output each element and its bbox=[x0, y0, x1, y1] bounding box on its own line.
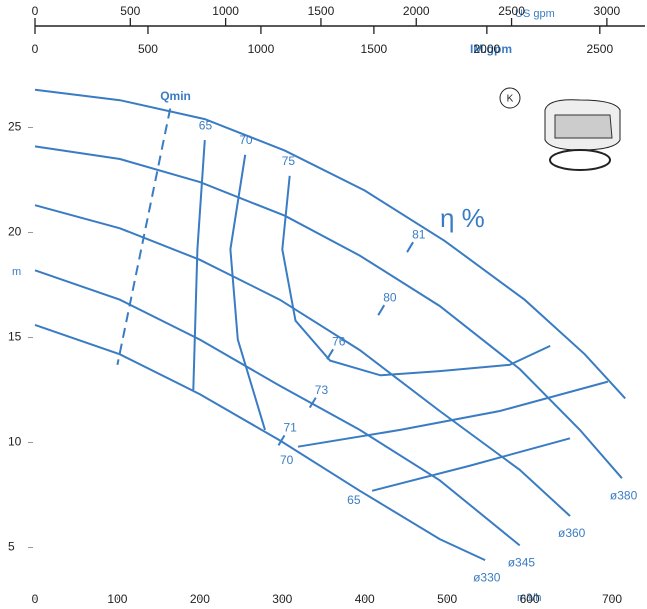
efficiency-curve-label: 70 bbox=[280, 453, 294, 467]
x-tick-label: 0 bbox=[32, 592, 39, 606]
series-label: ø360 bbox=[558, 526, 586, 540]
pump-flange bbox=[549, 149, 611, 171]
y-axis-title: m bbox=[12, 266, 21, 278]
pump-icon: K bbox=[499, 87, 621, 171]
efficiency-label: η % bbox=[440, 203, 485, 233]
top-tick-label: 2500 bbox=[498, 4, 525, 18]
x-tick-label: 200 bbox=[190, 592, 210, 606]
top-tick-label: 2000 bbox=[403, 4, 430, 18]
efficiency-point bbox=[326, 348, 334, 360]
efficiency-point bbox=[277, 434, 286, 446]
qmin-line bbox=[116, 108, 172, 366]
series-label: ø345 bbox=[508, 556, 536, 570]
impeller-curve bbox=[34, 269, 521, 547]
top-tick-label: 500 bbox=[120, 4, 140, 18]
qmin-label: Qmin bbox=[160, 89, 191, 103]
y-tick-label: 5 bbox=[8, 540, 15, 554]
top-tick-label: 500 bbox=[138, 42, 158, 56]
top-tick-label: 0 bbox=[32, 4, 39, 18]
y-tick-label: 15 bbox=[8, 330, 22, 344]
top-tick-label: 0 bbox=[32, 42, 39, 56]
efficiency-point bbox=[406, 241, 414, 253]
efficiency-point-label: 76 bbox=[332, 334, 346, 348]
efficiency-curve bbox=[192, 140, 206, 391]
x-tick-label: 100 bbox=[107, 592, 127, 606]
efficiency-curve bbox=[229, 154, 266, 431]
impeller-curve bbox=[34, 145, 623, 479]
x-tick-label: 400 bbox=[355, 592, 375, 606]
top-tick-label: 2500 bbox=[586, 42, 613, 56]
efficiency-point-label: 81 bbox=[412, 227, 426, 241]
y-tick-label: 10 bbox=[8, 435, 22, 449]
top-tick-label: 1500 bbox=[361, 42, 388, 56]
top-tick-label: 2000 bbox=[474, 42, 501, 56]
efficiency-curve bbox=[281, 175, 551, 377]
top-tick-label: 1000 bbox=[248, 42, 275, 56]
top-tick-label: 1500 bbox=[308, 4, 335, 18]
series-label: ø380 bbox=[610, 488, 638, 502]
impeller-curve bbox=[34, 204, 571, 517]
im-axis-title: IM.gpm bbox=[470, 42, 512, 56]
series-label: ø330 bbox=[473, 570, 501, 584]
top-tick-label: 1000 bbox=[212, 4, 239, 18]
top-tick-label: 3000 bbox=[594, 4, 621, 18]
y-tick-label: 25 bbox=[8, 120, 22, 134]
badge-circle bbox=[499, 87, 521, 109]
y-tick-label: 20 bbox=[8, 225, 22, 239]
efficiency-curve bbox=[371, 437, 571, 492]
us-axis-title: US gpm bbox=[515, 8, 555, 20]
efficiency-curve-label: 65 bbox=[199, 118, 213, 132]
efficiency-point bbox=[377, 304, 386, 316]
impeller-curve bbox=[34, 323, 486, 562]
x-tick-label: 500 bbox=[437, 592, 457, 606]
x-tick-label: 600 bbox=[520, 592, 540, 606]
efficiency-curve-label: 75 bbox=[282, 154, 296, 168]
efficiency-curve bbox=[297, 380, 609, 448]
badge-text: K bbox=[507, 94, 514, 105]
efficiency-point-label: 71 bbox=[283, 421, 297, 435]
efficiency-point-label: 80 bbox=[383, 290, 397, 304]
efficiency-curve-label: 70 bbox=[239, 133, 253, 147]
pump-window bbox=[554, 114, 613, 139]
impeller-curve bbox=[34, 88, 626, 400]
efficiency-point bbox=[308, 397, 317, 409]
efficiency-curve-label: 65 bbox=[347, 493, 361, 507]
x-tick-label: 300 bbox=[272, 592, 292, 606]
x-tick-label: 700 bbox=[602, 592, 622, 606]
efficiency-point-label: 73 bbox=[315, 383, 329, 397]
